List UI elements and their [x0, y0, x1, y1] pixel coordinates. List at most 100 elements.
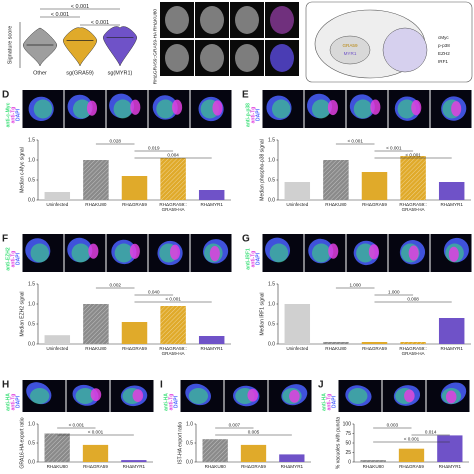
stain-green — [114, 243, 134, 263]
nucleus — [382, 27, 428, 73]
stain-label: anti-EZH2 — [5, 247, 11, 271]
x-tick-label: RHΔKU80 — [363, 464, 385, 469]
bar — [284, 182, 311, 200]
bar-hatch — [400, 342, 426, 344]
bar — [438, 182, 465, 200]
diagram-label: p-p38 — [438, 43, 450, 48]
bar-hatch — [360, 460, 386, 462]
y-axis-label: Median c-Myc signal — [19, 147, 25, 193]
parasite — [129, 243, 140, 259]
bar — [121, 322, 148, 344]
bar — [121, 460, 147, 462]
stain-label: anti-IRF1 — [245, 248, 251, 270]
bar-hatch — [323, 160, 349, 200]
bar — [198, 336, 225, 344]
p-value: < 0.001 — [404, 437, 420, 442]
stain-green — [71, 243, 91, 263]
parasite — [411, 99, 422, 116]
stain-green — [72, 99, 92, 119]
x-tick-label: RHΔGRA59 — [122, 202, 147, 207]
x-tick-label: RHΔKU80 — [205, 464, 227, 469]
p-value: < 0.001 — [88, 430, 104, 435]
stain-label: anti-Tg — [10, 251, 16, 268]
stain-label: DAPI — [255, 252, 261, 265]
bar-hatch — [202, 439, 228, 462]
violin — [102, 26, 138, 67]
parasite — [451, 101, 462, 117]
x-tick-label: RHΔMYR1 — [281, 464, 304, 469]
x-tick-label: RHΔGRA59 — [122, 346, 147, 351]
p-value: 0.019 — [148, 146, 160, 151]
cell — [200, 44, 224, 72]
parasite — [88, 243, 99, 259]
y-tick-label: 0.0 — [268, 197, 275, 203]
y-tick-label: 0.5 — [268, 177, 275, 183]
parasite — [170, 244, 181, 260]
bar — [284, 304, 311, 344]
stain-green — [156, 99, 175, 119]
bar — [44, 335, 71, 344]
stain-label: anti-HA — [5, 393, 11, 411]
parasite — [289, 389, 300, 403]
y-tick-label: 25 — [345, 450, 351, 456]
p-value: 0.014 — [425, 430, 437, 435]
bar — [361, 342, 388, 344]
panel-label: D — [2, 90, 9, 101]
bar-hatch — [323, 342, 349, 344]
diagram-label: EZH2 — [438, 51, 450, 56]
micrograph-label: RHΔKU80 — [152, 9, 158, 31]
x-tick-label: RHΔMYR1 — [200, 346, 223, 351]
parasite — [90, 388, 102, 402]
stain-label: anti-Tg — [10, 394, 16, 411]
stain-label: anti-Tg — [168, 394, 174, 411]
y-tick-label: 1.0 — [268, 301, 275, 307]
y-tick-label: 1.0 — [28, 157, 35, 163]
y-tick-label: 50 — [345, 440, 351, 446]
parasite — [445, 390, 457, 404]
parasite — [212, 100, 223, 116]
stain-green — [311, 99, 331, 119]
stain-label: DAPI — [15, 108, 21, 121]
x-tick-label: RHΔMYR1 — [123, 464, 146, 469]
stain-green — [30, 243, 50, 263]
diagram-label: MYR1 — [344, 51, 357, 56]
y-tick-label: 1.5 — [268, 137, 275, 143]
y-axis-label: Signature score — [7, 26, 13, 65]
y-axis-label: GRA16-HA export ratio — [19, 417, 25, 468]
p-value: 0.007 — [229, 423, 241, 428]
stain-label: anti-Tg — [10, 107, 16, 124]
stain-label: anti-Tg — [326, 394, 332, 411]
y-axis-label: % vacuoles with puncta — [335, 417, 341, 469]
panel-label: J — [318, 380, 324, 391]
cell — [270, 44, 294, 72]
stain-green — [75, 388, 95, 404]
micrograph-label: RHΔGRA59::GRA59-HA — [152, 31, 158, 84]
cell — [235, 44, 259, 72]
vacuole — [329, 35, 371, 65]
y-tick-label: 0.0 — [268, 341, 275, 347]
x-tick-label: Uninfected — [46, 346, 68, 351]
parasite — [209, 245, 220, 262]
stain-green — [33, 99, 53, 119]
stain-green — [188, 388, 209, 404]
bar — [121, 176, 148, 200]
y-tick-label: 0.0 — [186, 459, 193, 465]
x-tick-label: Uninfected — [286, 202, 308, 207]
parasite — [130, 99, 141, 115]
x-tick-label: sg(GRA59) — [66, 70, 94, 76]
stain-green — [353, 99, 373, 119]
panel-label: F — [2, 234, 8, 245]
y-tick-label: 1.5 — [268, 281, 275, 287]
diagram-label: GRA59 — [342, 43, 358, 48]
x-tick-label: RHΔKU80 — [47, 464, 69, 469]
y-tick-label: 0 — [348, 459, 351, 465]
stain-green — [271, 99, 291, 119]
cell — [270, 6, 294, 34]
bar-hatch — [160, 158, 186, 200]
p-value: 0.002 — [109, 283, 121, 288]
y-axis-label: Median IRF1 signal — [259, 292, 265, 335]
y-tick-label: 1.0 — [268, 157, 275, 163]
p-value: < 0.001 — [347, 139, 363, 144]
x-tick-label: RHΔGRA59 — [399, 464, 424, 469]
y-tick-label: 1.0 — [28, 301, 35, 307]
